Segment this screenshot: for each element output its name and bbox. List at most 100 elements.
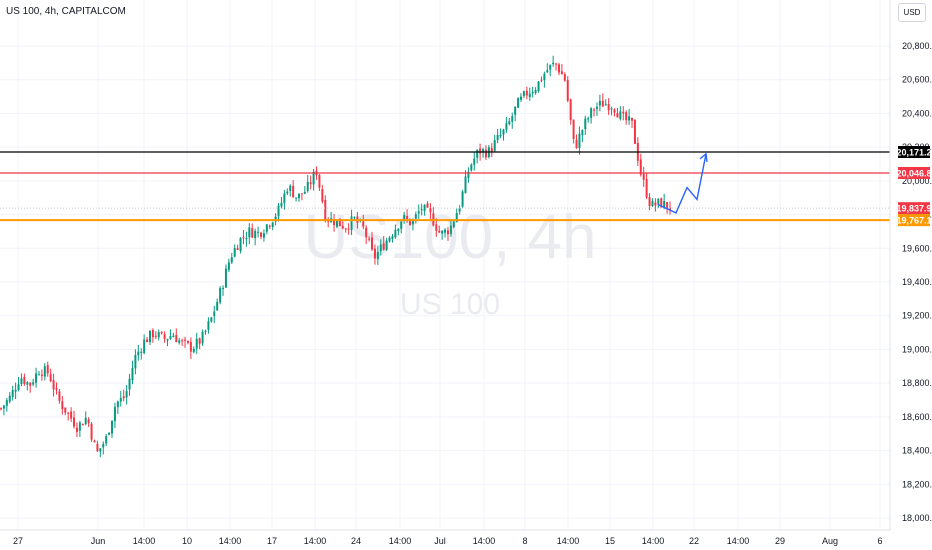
candle-body: [134, 355, 137, 369]
time-tick-label: Jun: [91, 536, 106, 546]
candle-body: [116, 401, 119, 408]
candle-body: [210, 317, 213, 322]
candle-body: [461, 191, 464, 207]
candle-body: [464, 176, 467, 193]
candle-body: [271, 222, 274, 228]
candle-body: [514, 106, 517, 115]
candle-body: [321, 188, 324, 202]
candle-body: [93, 440, 96, 443]
candle-body: [391, 236, 394, 239]
candle-body: [169, 336, 172, 339]
price-badge-label: 20,171.2: [896, 147, 931, 157]
projection-arrowhead: [699, 152, 708, 162]
price-tick-label: 18,600.0: [902, 412, 932, 422]
candle-body: [111, 420, 114, 434]
candle-body: [46, 365, 49, 374]
candle-body: [20, 378, 23, 385]
price-badge-black: [898, 145, 930, 158]
candle-body: [452, 221, 455, 227]
candle-body: [540, 79, 543, 81]
candle-body: [338, 218, 341, 227]
candle-body: [204, 330, 207, 332]
candle-body: [517, 98, 520, 108]
candle-body: [639, 159, 642, 175]
candle-body: [5, 400, 8, 406]
candle-body: [265, 224, 268, 232]
candle-body: [219, 287, 222, 303]
candle-body: [479, 148, 482, 154]
price-tick-label: 19,000.0: [902, 344, 932, 354]
candle-body: [473, 158, 476, 165]
candle-body: [295, 197, 298, 199]
time-tick-label: 14:00: [133, 536, 156, 546]
candle-body: [590, 108, 593, 118]
candle-body: [119, 397, 122, 402]
candle-body: [242, 237, 245, 239]
candle-body: [248, 227, 251, 238]
candle-body: [64, 407, 67, 413]
candle-body: [99, 448, 102, 452]
candle-body: [128, 378, 131, 390]
candle-body: [283, 193, 286, 204]
candle-body: [388, 237, 391, 242]
candle-body: [648, 197, 651, 207]
candle-body: [312, 171, 315, 185]
candle-body: [297, 193, 300, 199]
candle-body: [423, 204, 426, 211]
candle-body: [189, 341, 192, 352]
candle-body: [560, 71, 563, 75]
candle-body: [254, 230, 257, 239]
candle-body: [274, 216, 277, 222]
price-tick-label: 20,800.0: [902, 41, 932, 51]
candle-body: [268, 225, 271, 227]
candle-body: [2, 405, 5, 409]
candle-body: [306, 182, 309, 191]
candle-body: [303, 191, 306, 194]
time-tick-label: 14:00: [557, 536, 580, 546]
candle-body: [382, 243, 385, 250]
candle-body: [420, 209, 423, 211]
time-axis: 27 Jun 14:00 10 14:00 17 14:00 24 14:00 Jul 14:00 8…: [0, 529, 890, 546]
price-axis: 18,000.0 18,200.0 18,400.0 18,600.0 18,800.0…: [889, 0, 932, 530]
candle-body: [163, 334, 166, 339]
candle-body: [137, 351, 140, 356]
candle-body: [81, 424, 84, 426]
candle-body: [403, 214, 406, 221]
candle-body: [429, 208, 432, 213]
candle-body: [335, 220, 338, 227]
candle-body: [371, 237, 374, 250]
candle-body: [408, 218, 411, 225]
candle-body: [631, 117, 634, 121]
candle-body: [347, 228, 350, 230]
time-tick-label: 29: [775, 536, 785, 546]
candle-body: [154, 335, 157, 337]
candle-body: [569, 99, 572, 120]
candle-body: [397, 228, 400, 231]
candle-body: [525, 90, 528, 96]
time-tick-label: Aug: [822, 536, 838, 546]
candle-body: [236, 248, 239, 250]
candle-body: [78, 422, 81, 431]
time-tick-label: 8: [522, 536, 527, 546]
candle-body: [84, 417, 87, 425]
candle-body: [616, 113, 619, 118]
chart-grid: [0, 0, 890, 530]
candle-body: [660, 198, 663, 208]
candle-body: [663, 200, 666, 209]
candle-body: [73, 417, 76, 427]
currency-button[interactable]: USD: [898, 3, 926, 22]
candle-body: [309, 182, 312, 185]
candle-body: [230, 257, 233, 263]
candle-body: [52, 380, 55, 390]
candle-body: [43, 366, 46, 377]
candle-body: [520, 96, 523, 100]
candle-body: [201, 332, 204, 344]
candle-body: [350, 216, 353, 231]
chart-title: US 100, 4h, CAPITALCOM: [6, 6, 126, 17]
candle-body: [186, 340, 189, 343]
price-badge-label: 19,837.9: [896, 204, 931, 214]
candle-body: [534, 90, 537, 93]
candle-body: [455, 213, 458, 223]
candle-body: [8, 395, 11, 402]
